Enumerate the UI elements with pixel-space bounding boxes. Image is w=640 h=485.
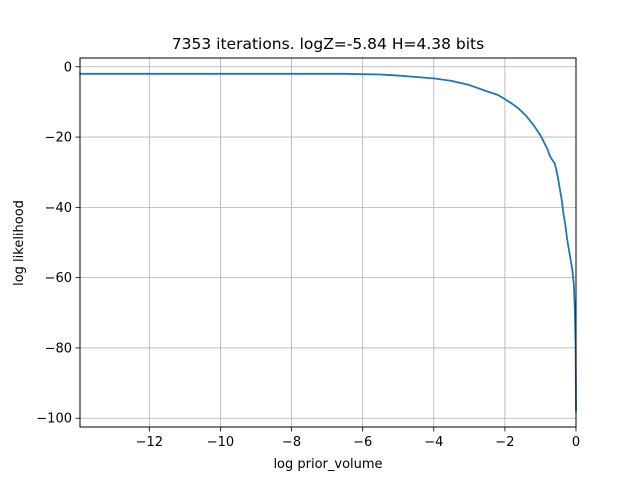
- x-axis-label: log prior_volume: [273, 457, 382, 472]
- x-tick-label: −12: [136, 435, 163, 450]
- ticks-layer: −12 −10 −8 −6 −4 −2 00−20−40−60−80−100: [36, 60, 580, 450]
- x-tick-label: 0: [572, 435, 580, 450]
- x-tick-label: −6: [353, 435, 372, 450]
- chart-title: 7353 iterations. logZ=-5.84 H=4.38 bits: [172, 35, 484, 53]
- plot-frame: [79, 57, 577, 428]
- grid-layer: [80, 58, 577, 427]
- y-tick-label: −100: [36, 412, 72, 427]
- y-tick-label: −60: [45, 271, 72, 286]
- x-tick-label: −4: [424, 435, 443, 450]
- x-tick-label: −8: [282, 435, 301, 450]
- series-line-0: [79, 72, 577, 413]
- x-tick-label: −10: [207, 435, 234, 450]
- y-tick-label: −20: [45, 131, 72, 146]
- x-tick-label: −2: [495, 435, 514, 450]
- y-tick-label: 0: [64, 60, 72, 75]
- y-tick-label: −80: [45, 341, 72, 356]
- y-tick-label: −40: [45, 201, 72, 216]
- y-axis-label: log likelihood: [12, 200, 27, 286]
- series-layer: [79, 72, 577, 413]
